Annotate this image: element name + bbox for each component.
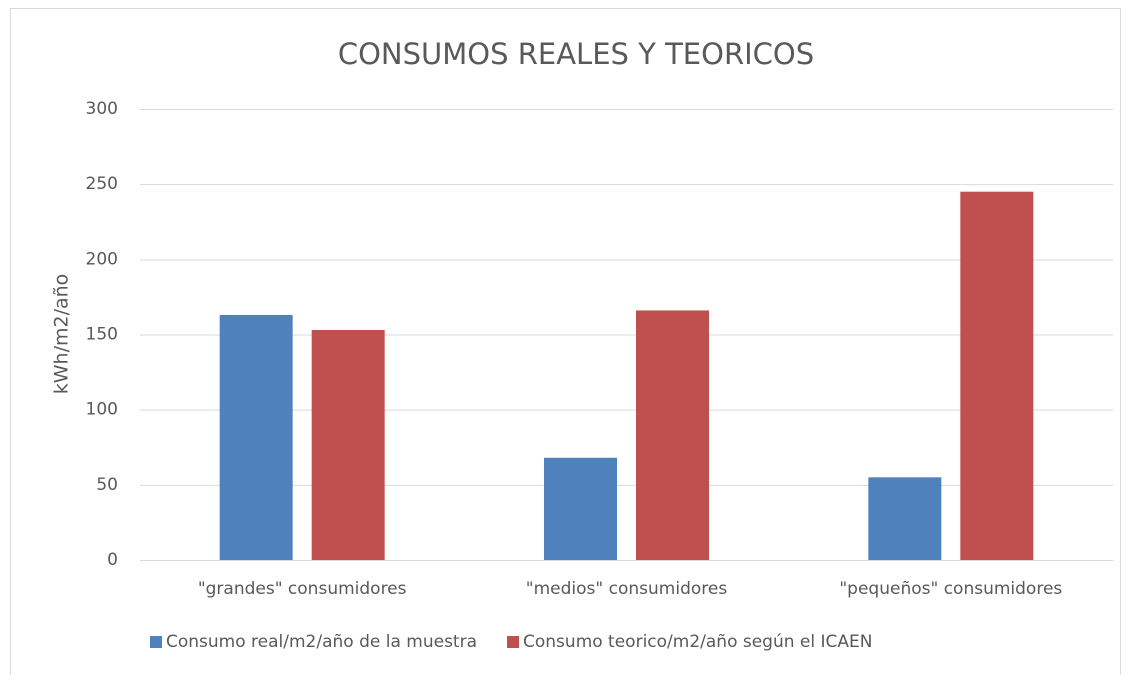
x-tick-label: "grandes" consumidores (198, 579, 407, 599)
x-tick-label: "pequeños" consumidores (839, 579, 1062, 599)
bar (868, 477, 942, 560)
x-tick-label: "medios" consumidores (526, 579, 728, 599)
y-tick-label: 150 (86, 325, 118, 345)
y-tick-label: 300 (86, 99, 118, 119)
y-tick-label: 250 (86, 174, 118, 194)
legend-label: Consumo real/m2/año de la muestra (166, 632, 477, 652)
y-axis-label: kWh/m2/año (51, 274, 73, 395)
bar (960, 191, 1034, 560)
bar (636, 310, 709, 560)
legend-swatch (150, 636, 162, 648)
bar (311, 329, 385, 560)
y-tick-label: 200 (86, 249, 118, 269)
chart-frame (10, 8, 1121, 675)
legend-label: Consumo teorico/m2/año según el ICAEN (523, 632, 872, 652)
chart-title: CONSUMOS REALES Y TEORICOS (338, 37, 814, 71)
y-tick-label: 100 (86, 400, 118, 420)
y-tick-label: 0 (107, 550, 118, 570)
bar (219, 314, 293, 560)
y-tick-label: 50 (96, 475, 118, 495)
bar (544, 457, 617, 560)
legend-swatch (507, 636, 520, 648)
